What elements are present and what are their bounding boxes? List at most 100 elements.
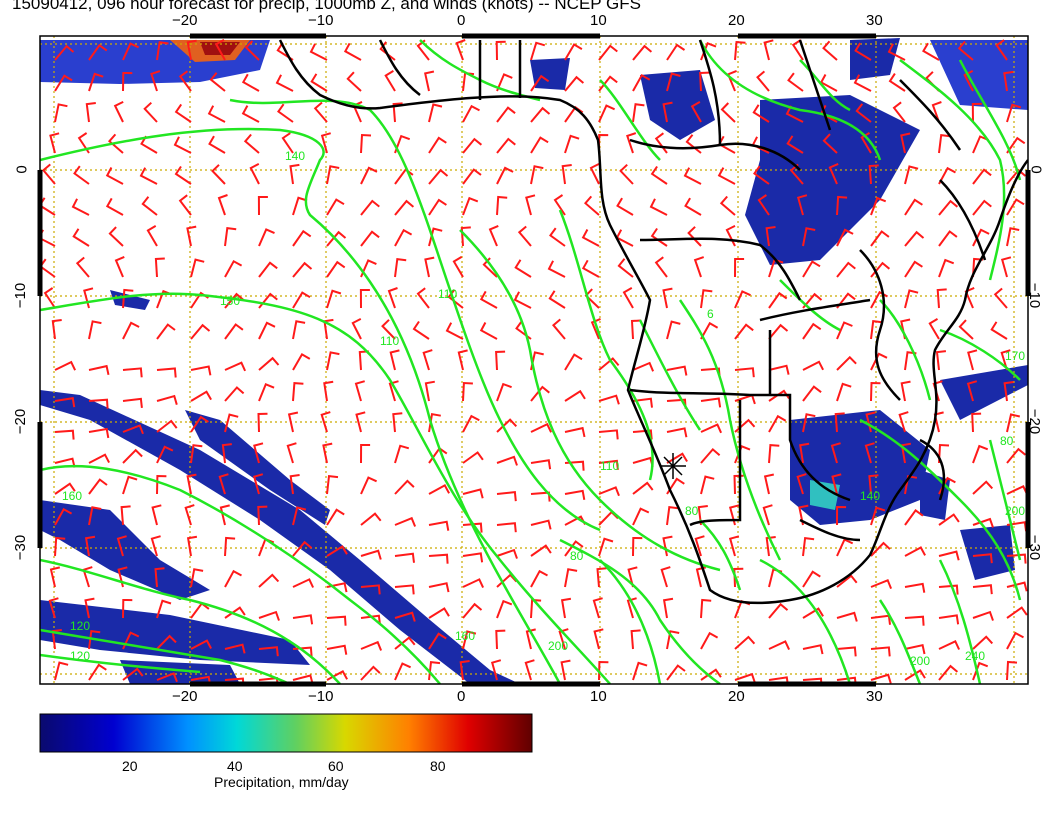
wind-barb [734, 635, 756, 650]
wind-barb [326, 545, 348, 557]
wind-barb [462, 488, 484, 499]
wind-barb [292, 578, 315, 588]
wind-barb [870, 673, 892, 684]
wind-barb [836, 646, 857, 657]
wind-barb [48, 597, 59, 619]
wind-barb [694, 535, 705, 557]
wind-barb [530, 519, 552, 530]
wind-barb [54, 74, 73, 92]
wind-barb [394, 479, 415, 495]
wind-barb [756, 70, 770, 92]
wind-barb [864, 442, 875, 464]
wind-barb [619, 163, 634, 185]
wind-barb [786, 135, 804, 154]
wind-barb [870, 290, 888, 309]
wind-barb [734, 672, 756, 684]
wind-barb [113, 100, 124, 123]
wind-barb [360, 230, 380, 247]
wind-barb [836, 505, 847, 526]
wind-barb [184, 504, 195, 526]
wind-barb [870, 646, 891, 657]
wind-barb [122, 367, 143, 378]
wind-barb [524, 659, 535, 681]
wind-barb [734, 41, 746, 61]
wind-barb [765, 536, 776, 557]
wind-barb [360, 584, 381, 595]
wind-barb [428, 168, 449, 185]
wind-barb [447, 289, 464, 309]
wind-barb [632, 661, 648, 681]
colorbar-title: Precipitation, mm/day [214, 774, 349, 790]
contour-label: 110 [600, 459, 619, 473]
wind-barb [108, 226, 124, 247]
wind-barb [292, 353, 311, 371]
wind-barb [143, 101, 158, 123]
wind-barb [530, 598, 542, 619]
wind-barb [313, 101, 328, 123]
wind-barb [887, 43, 906, 61]
wind-barb [462, 137, 483, 154]
wind-barb [700, 321, 719, 340]
wind-barb [54, 457, 76, 468]
wind-barb [241, 73, 260, 92]
wind-barb [971, 412, 982, 433]
map-title: 15090412, 096 hour forecast for precip, … [12, 0, 641, 13]
wind-barb [870, 196, 887, 216]
wind-barb [802, 607, 824, 619]
lat-tick-left: 0 [13, 165, 31, 174]
wind-barb [938, 513, 960, 526]
wind-barb [928, 318, 940, 340]
wind-barb [326, 165, 340, 185]
wind-barb [258, 321, 276, 340]
wind-barb [88, 629, 101, 650]
wind-barb [72, 228, 90, 247]
lat-tick-right: 0 [1027, 165, 1045, 174]
wind-barb [561, 164, 572, 185]
lon-tick-bottom: 20 [728, 688, 745, 705]
wind-barb [700, 423, 723, 434]
wind-barb [547, 260, 566, 278]
wind-barb [728, 535, 740, 557]
wind-barb [630, 319, 642, 340]
wind-barb [114, 255, 125, 278]
wind-barb [186, 473, 197, 495]
wind-barb [553, 194, 566, 216]
wind-barb [496, 599, 513, 619]
wind-barb [626, 132, 637, 154]
wind-barb [904, 509, 924, 526]
wind-barb [54, 397, 76, 408]
wind-barb [394, 516, 417, 527]
wind-barb [323, 380, 334, 402]
wind-barb [488, 224, 499, 247]
wind-barb [292, 540, 313, 557]
wind-barb [551, 318, 566, 340]
wind-barb [495, 629, 506, 650]
wind-barb [394, 552, 415, 563]
wind-barb [392, 102, 403, 123]
wind-barb [598, 75, 618, 92]
contour-label: 6 [707, 307, 714, 321]
wind-barb [241, 105, 260, 123]
wind-barb [836, 321, 853, 340]
wind-barb [589, 163, 600, 185]
wind-barb [249, 163, 260, 185]
wind-barb [725, 225, 736, 247]
wind-barb [258, 382, 275, 402]
wind-barb [379, 41, 396, 61]
wind-barb [525, 628, 536, 650]
wind-barb [496, 490, 517, 502]
wind-barb [496, 166, 514, 185]
wind-barb [292, 196, 308, 216]
wind-barb [495, 350, 506, 371]
wind-barb [190, 568, 204, 588]
wind-barb [394, 584, 415, 595]
wind-barb [277, 103, 294, 123]
wind-barb [156, 367, 177, 378]
colorbar-tick: 20 [122, 758, 138, 774]
wind-barb [424, 256, 435, 278]
wind-barb [768, 602, 789, 619]
wind-barb [394, 636, 416, 650]
wind-barb [360, 512, 382, 526]
wind-barb [73, 165, 90, 185]
contour-label: 160 [62, 489, 82, 503]
